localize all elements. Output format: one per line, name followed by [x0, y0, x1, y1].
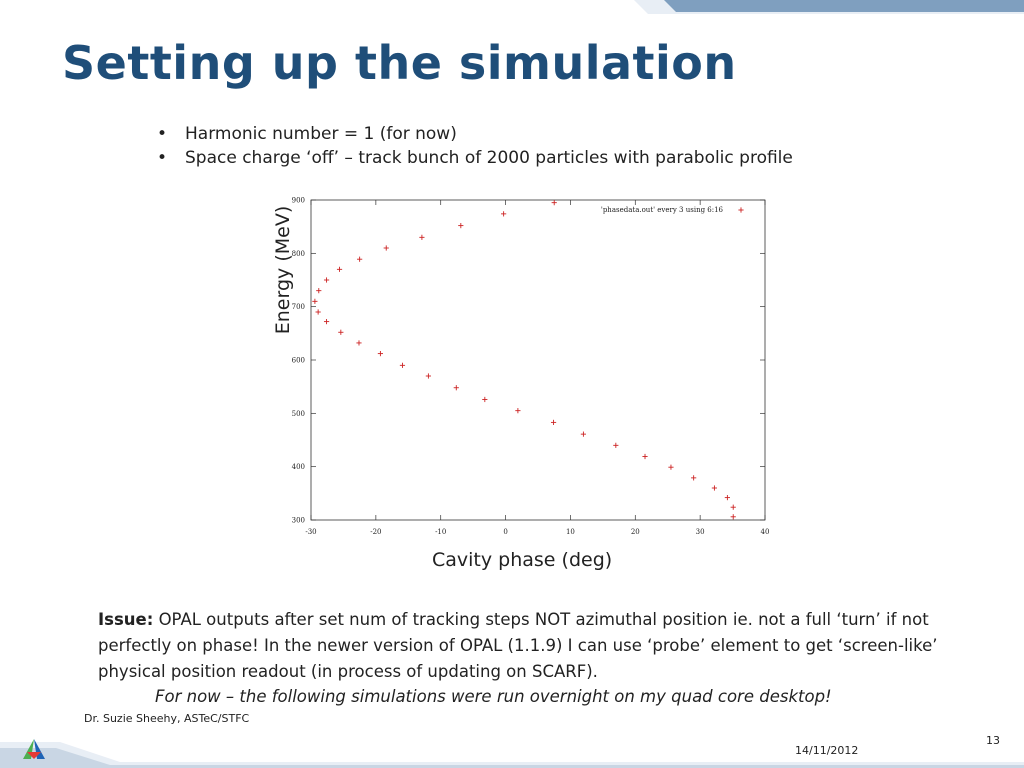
data-point [338, 329, 344, 335]
legend-marker [738, 207, 744, 213]
x-tick-label: -20 [370, 528, 381, 536]
data-point [312, 298, 318, 304]
data-point [580, 431, 586, 437]
bullet-item: Space charge ‘off’ – track bunch of 2000… [157, 148, 793, 168]
bullet-list: Harmonic number = 1 (for now) Space char… [157, 124, 793, 172]
data-point [642, 453, 648, 460]
x-tick-label: 30 [696, 528, 705, 536]
legend-label: 'phasedata.out' every 3 using 6:16 [601, 206, 724, 214]
data-point [323, 277, 330, 283]
data-point [336, 266, 343, 272]
issue-paragraph: Issue: OPAL outputs after set num of tra… [98, 607, 978, 685]
y-tick-label: 400 [292, 463, 305, 471]
data-point [550, 419, 557, 425]
x-tick-label: 0 [503, 528, 507, 536]
footer-date: 14/11/2012 [795, 744, 859, 757]
logo-triangle-red [27, 752, 41, 759]
y-tick-label: 500 [292, 410, 305, 418]
stfc-logo [23, 739, 45, 759]
issue-note: For now – the following simulations were… [155, 687, 832, 706]
data-point [691, 475, 697, 481]
y-tick-label: 600 [292, 357, 305, 365]
issue-text: OPAL outputs after set num of tracking s… [98, 610, 938, 681]
plot-frame [310, 199, 766, 521]
x-tick-label: -10 [435, 528, 446, 536]
data-point [501, 211, 507, 217]
y-axis-label: Energy (MeV) [272, 205, 294, 335]
x-tick-label: -30 [305, 528, 316, 536]
x-tick-label: 10 [566, 528, 575, 536]
data-point [515, 408, 521, 414]
data-point [730, 514, 736, 520]
data-point [551, 200, 557, 206]
data-point [357, 256, 363, 262]
data-point [323, 319, 330, 325]
data-point [668, 464, 674, 470]
data-point [458, 223, 464, 229]
scatter-chart: -30 -20 -10 0 10 20 30 40 300 400 500 600 700 800 900 '… [292, 197, 770, 537]
data-point [377, 351, 383, 357]
bullet-item: Harmonic number = 1 (for now) [157, 124, 793, 144]
data-point [425, 373, 431, 379]
issue-label: Issue: [98, 610, 154, 629]
x-axis-label: Cavity phase (deg) [432, 549, 613, 571]
data-point [399, 362, 406, 368]
footer-band-accent [0, 748, 1024, 768]
data-point [711, 485, 718, 491]
footer-band [0, 742, 1024, 768]
header-band-accent [664, 0, 1024, 12]
y-tick-label: 800 [292, 250, 305, 258]
data-point [453, 385, 459, 391]
slide-title: Setting up the simulation [62, 36, 737, 90]
footer-author: Dr. Suzie Sheehy, ASTeC/STFC [84, 712, 250, 725]
header-decoration [634, 0, 1024, 14]
data-point [730, 504, 736, 510]
y-tick-label: 700 [292, 303, 305, 311]
x-tick-label: 20 [631, 528, 640, 536]
data-point [724, 495, 730, 501]
data-point [383, 245, 389, 251]
data-point [316, 288, 322, 294]
y-tick-label: 900 [292, 197, 305, 205]
data-point [482, 396, 488, 403]
x-tick-label: 40 [761, 528, 770, 536]
data-point [613, 442, 619, 448]
page-number: 13 [986, 734, 1000, 747]
data-point [419, 234, 425, 240]
data-point [315, 309, 321, 315]
data-point [356, 340, 362, 346]
y-tick-label: 300 [292, 517, 305, 525]
footer-decoration [0, 742, 1024, 768]
